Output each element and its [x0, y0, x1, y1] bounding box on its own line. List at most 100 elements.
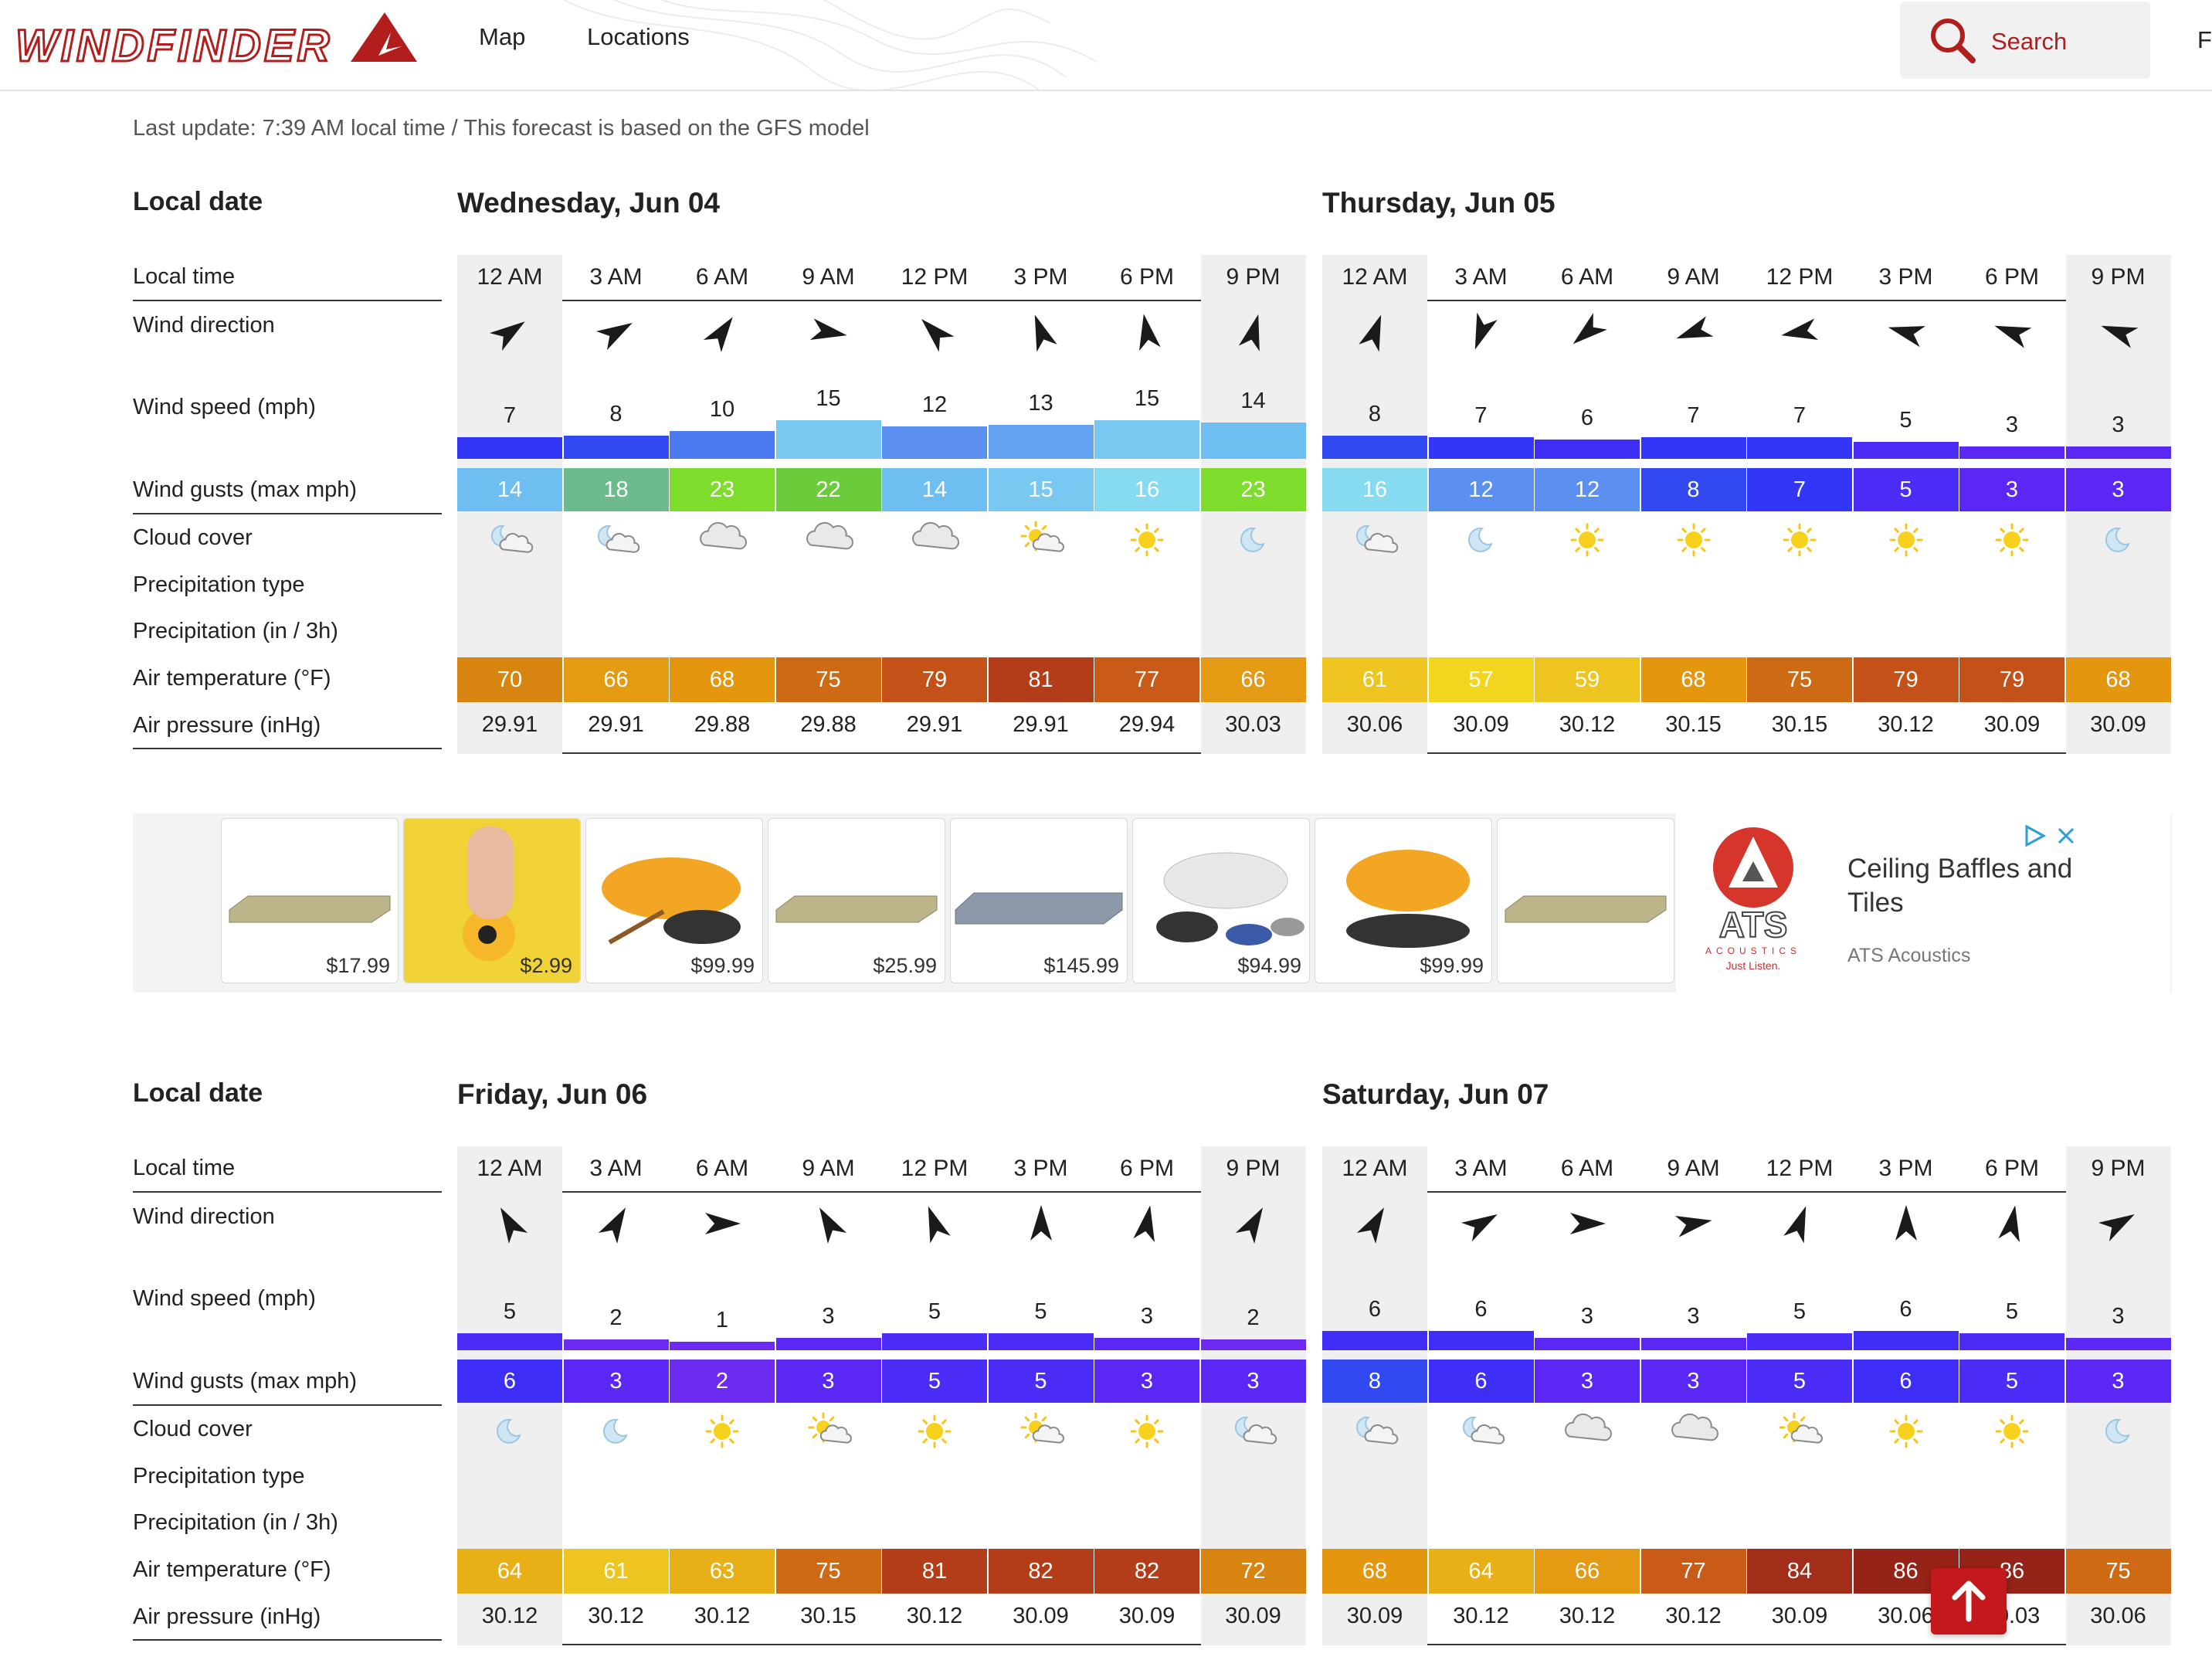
wind-speed-value: 5: [928, 1299, 941, 1324]
wind-direction-arrow-icon: [1235, 1207, 1263, 1244]
wind-speed-value: 2: [609, 1305, 623, 1331]
air-temp-value: 68: [1322, 1549, 1427, 1594]
nav-cut-item[interactable]: F: [2197, 26, 2212, 53]
product-image: [1346, 850, 1470, 948]
wind-speed-bar: [457, 437, 562, 459]
wind-gust-value: 22: [775, 468, 881, 511]
air-pressure-value: 30.09: [1118, 1604, 1176, 1628]
product-image: [229, 895, 391, 923]
sun-cloud-icon: [1020, 1412, 1064, 1444]
ad-product-card[interactable]: [1497, 818, 1674, 983]
ats-acoustics-logo: ATS ACOUSTICS Just Listen.: [1705, 827, 1796, 972]
ad-product-card[interactable]: $17.99: [221, 818, 399, 983]
wind-gust-value: 3: [563, 1360, 669, 1403]
forecast-column: 12 AM 5 6 64 30.12: [457, 1146, 562, 1645]
ats-logo-text: ATS: [1719, 905, 1788, 945]
air-pressure-value: 29.94: [1118, 712, 1176, 737]
cloud-icon: [700, 521, 747, 550]
air-temp-value: 79: [882, 657, 987, 702]
wind-direction-arrow-icon: [489, 321, 525, 351]
time-label: 6 AM: [695, 1156, 749, 1181]
sun-icon: [1130, 1414, 1164, 1448]
wind-speed-bar: [563, 435, 669, 459]
wind-speed-label: Wind speed (mph): [133, 1286, 316, 1311]
time-label: 3 PM: [1013, 1156, 1068, 1181]
ad-product-card[interactable]: $99.99: [585, 818, 763, 983]
nav-map[interactable]: Map: [479, 23, 526, 50]
ad-product-card[interactable]: $94.99: [1132, 818, 1310, 983]
sun-icon: [1570, 523, 1604, 557]
wind-direction-arrow-icon: [1674, 1216, 1712, 1237]
time-label: 6 AM: [1560, 1156, 1614, 1181]
air-pressure-value: 30.03: [1225, 712, 1281, 737]
ad-brand-panel[interactable]: ATS ACOUSTICS Just Listen.: [1676, 813, 2170, 993]
time-label: 3 PM: [1013, 264, 1068, 290]
day-title: Wednesday, Jun 04: [457, 187, 720, 219]
time-header-divider: [1322, 300, 2170, 301]
time-label: 3 PM: [1878, 1156, 1933, 1181]
wind-direction-arrow-icon: [1570, 1213, 1606, 1234]
time-label: 6 AM: [1560, 264, 1614, 290]
nav-locations[interactable]: Locations: [587, 23, 690, 50]
ad-product-card[interactable]: $25.99: [768, 818, 945, 983]
product-image: [1156, 852, 1304, 945]
ad-headline[interactable]: Ceiling Baffles and Tiles: [1847, 854, 2073, 918]
wind-speed-bar: [1322, 435, 1427, 459]
wind-direction-arrow-icon: [1783, 1206, 1807, 1244]
table-bottom-divider: [1322, 1644, 2170, 1645]
forecast-column: 6 PM 5 5 86 30.03: [1959, 1146, 2064, 1645]
sun-icon: [1995, 1414, 2029, 1448]
forecast-column: 9 AM 3 3 77 30.12: [1640, 1146, 1746, 1645]
air-temp-value: 75: [775, 1549, 881, 1594]
divider: [133, 1639, 442, 1641]
wind-gust-value: 16: [1322, 468, 1427, 511]
air-pressure-value: 30.09: [1771, 1604, 1828, 1628]
wind-direction-arrow-icon: [595, 323, 633, 351]
wind-speed-bar: [1094, 420, 1199, 459]
wind-direction-arrow-icon: [928, 1206, 951, 1244]
time-label: 12 AM: [477, 264, 543, 290]
forecast-column: 9 PM 3 3 68 30.09: [2065, 255, 2171, 754]
precip-label: Precipitation (in / 3h): [133, 619, 338, 643]
air-pressure-value: 29.88: [800, 712, 857, 737]
ad-choices-icon[interactable]: [2024, 824, 2085, 847]
wind-gust-value: 12: [1428, 468, 1534, 511]
air-temp-value: 84: [1747, 1549, 1852, 1594]
advertisement-banner[interactable]: $17.99 $2.99 $99.99 $25.99 $145.99: [133, 813, 2172, 993]
time-label: 12 PM: [1766, 1156, 1834, 1181]
sun-icon: [918, 1414, 952, 1448]
ad-product-card[interactable]: $99.99: [1315, 818, 1492, 983]
product-image: [955, 892, 1123, 925]
forecast-column: 9 AM 15 22 75 29.88: [775, 255, 881, 754]
moon-cloud-icon: [490, 524, 534, 553]
cloud-icon: [1671, 1413, 1718, 1441]
search-label: Search: [1991, 28, 2068, 55]
forecast-column: 9 PM 3 3 75 30.06: [2065, 1146, 2171, 1645]
moon-cloud-icon: [1355, 1416, 1399, 1444]
product-image: [775, 895, 938, 923]
ad-product-card[interactable]: $145.99: [950, 818, 1128, 983]
ad-product-card[interactable]: $2.99: [403, 818, 581, 983]
site-header: WINDFINDER Map Locations Search F: [0, 0, 2212, 91]
wind-direction-arrow-icon: [2098, 1214, 2135, 1242]
precip-label: Precipitation (in / 3h): [133, 1510, 338, 1535]
logo-sail-icon: [351, 12, 417, 62]
moon-cloud-icon: [1355, 524, 1399, 553]
air-pressure-label: Air pressure (inHg): [133, 1604, 321, 1629]
forecast-column: 12 PM 12 14 79 29.91: [882, 255, 987, 754]
wind-speed-bar: [1640, 437, 1746, 459]
search-button[interactable]: Search: [1900, 2, 2150, 79]
wind-speed-bar: [1959, 1333, 2064, 1350]
topo-background: [562, 0, 1098, 90]
forecast-column: 12 PM 5 5 84 30.09: [1747, 1146, 1852, 1645]
air-pressure-value: 30.09: [1453, 712, 1509, 737]
air-pressure-value: 30.12: [1453, 1604, 1509, 1628]
wind-speed-bar: [775, 420, 881, 459]
forecast-column: 3 AM 6 6 64 30.12: [1428, 1146, 1534, 1645]
time-label: 12 AM: [1342, 1156, 1408, 1181]
ad-source[interactable]: ATS Acoustics: [1847, 945, 1971, 966]
air-pressure-value: 30.09: [1225, 1604, 1281, 1628]
scroll-to-top-button[interactable]: [1931, 1568, 2007, 1635]
air-temp-value: 79: [1959, 657, 2064, 702]
wind-gust-value: 14: [457, 468, 562, 511]
